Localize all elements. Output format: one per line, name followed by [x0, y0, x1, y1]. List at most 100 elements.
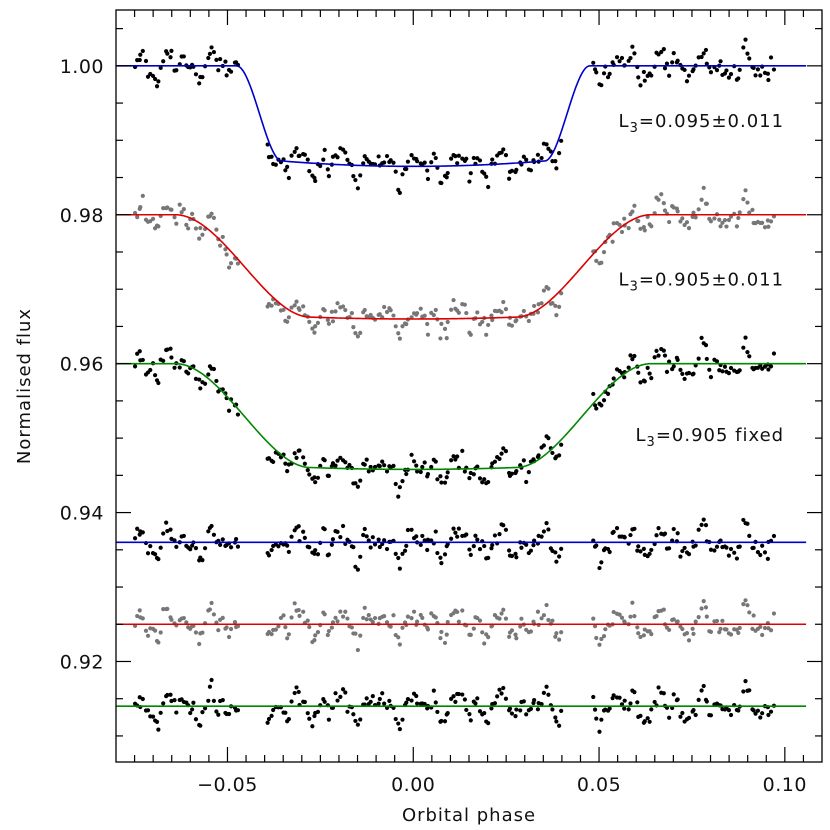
data-point — [415, 159, 420, 164]
data-point — [734, 556, 739, 561]
data-point — [211, 49, 217, 55]
data-point — [132, 364, 138, 369]
data-point — [370, 619, 375, 625]
data-point — [501, 446, 506, 451]
data-point — [526, 318, 531, 324]
data-point — [486, 322, 491, 328]
data-point — [766, 77, 771, 83]
data-point — [722, 217, 728, 223]
data-point — [442, 552, 448, 557]
data-point — [220, 537, 225, 542]
y-tick-label: 0.98 — [60, 205, 104, 227]
data-point — [292, 601, 297, 606]
data-point — [431, 313, 436, 318]
data-point — [283, 461, 288, 466]
data-point — [559, 138, 564, 143]
data-point — [269, 303, 274, 308]
data-point — [591, 694, 596, 700]
data-point — [220, 234, 225, 240]
data-point — [477, 709, 483, 714]
data-point — [747, 354, 752, 359]
data-point — [628, 532, 633, 538]
data-point — [172, 365, 177, 370]
data-point — [626, 365, 631, 370]
data-point — [382, 701, 387, 706]
data-point — [541, 443, 547, 448]
data-point — [501, 685, 506, 691]
data-point — [404, 322, 409, 327]
data-point — [601, 398, 607, 403]
data-point — [649, 224, 654, 229]
data-point — [190, 707, 195, 712]
data-point — [758, 624, 763, 629]
data-point — [364, 617, 369, 622]
data-point — [326, 552, 331, 557]
data-point — [591, 60, 596, 65]
data-point — [388, 624, 393, 629]
data-point — [758, 73, 763, 78]
data-point — [475, 696, 480, 701]
data-point — [541, 690, 547, 695]
data-point — [642, 719, 647, 724]
data-point — [503, 696, 509, 701]
data-point — [193, 717, 199, 722]
data-point — [743, 679, 748, 684]
data-point — [489, 313, 494, 318]
data-point — [355, 647, 360, 653]
data-point — [409, 527, 414, 532]
data-point — [628, 701, 633, 706]
data-point — [172, 698, 177, 703]
annot-value: =0.905 fixed — [656, 425, 784, 446]
data-point — [751, 613, 756, 618]
data-point — [355, 334, 360, 339]
data-point — [377, 464, 382, 469]
data-point — [220, 698, 225, 703]
data-point — [649, 707, 654, 712]
data-point — [745, 51, 750, 56]
data-point — [301, 529, 306, 534]
data-point — [728, 365, 734, 371]
data-point — [307, 472, 312, 477]
data-point — [216, 628, 221, 633]
data-point — [296, 607, 301, 613]
data-point — [285, 469, 290, 474]
data-point — [656, 197, 661, 202]
data-point — [597, 642, 602, 647]
data-point — [200, 630, 205, 635]
data-point — [758, 715, 763, 720]
data-point — [326, 473, 331, 478]
data-point — [165, 51, 170, 56]
data-point — [168, 527, 173, 532]
data-point — [704, 61, 709, 66]
data-point — [351, 325, 356, 330]
data-point — [758, 363, 763, 368]
annot-value: =0.095±0.011 — [639, 111, 784, 132]
data-point — [638, 549, 643, 554]
data-point — [161, 531, 166, 536]
data-point — [765, 71, 770, 76]
data-point — [480, 319, 485, 324]
data-point — [286, 717, 291, 722]
data-point — [377, 312, 382, 317]
data-point — [736, 76, 741, 81]
data-point — [592, 624, 598, 629]
data-point — [632, 51, 637, 56]
annot-subscript: 3 — [630, 121, 639, 136]
data-point — [188, 547, 193, 552]
data-point — [528, 168, 534, 173]
data-point — [667, 546, 672, 551]
data-point — [641, 633, 646, 638]
data-point — [647, 371, 652, 376]
data-point — [760, 220, 765, 225]
data-point — [172, 215, 177, 220]
data-point — [302, 699, 307, 705]
data-point — [301, 609, 306, 614]
data-point — [553, 550, 558, 555]
data-point — [701, 599, 706, 604]
annot-value: =0.905±0.011 — [639, 269, 784, 290]
data-point — [343, 150, 348, 155]
data-point — [492, 533, 498, 538]
data-point — [169, 48, 174, 54]
data-point — [266, 456, 272, 461]
data-point — [464, 156, 469, 161]
